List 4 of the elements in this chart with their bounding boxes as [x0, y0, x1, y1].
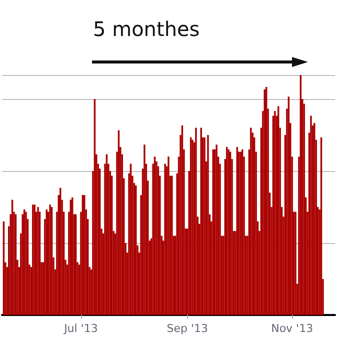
text: 5 monthes [93, 17, 200, 41]
x-tick-label: Jul '13 [63, 322, 98, 335]
x-tick-label: Sep '13 [166, 322, 208, 335]
x-tick-label: Nov '13 [271, 322, 314, 335]
